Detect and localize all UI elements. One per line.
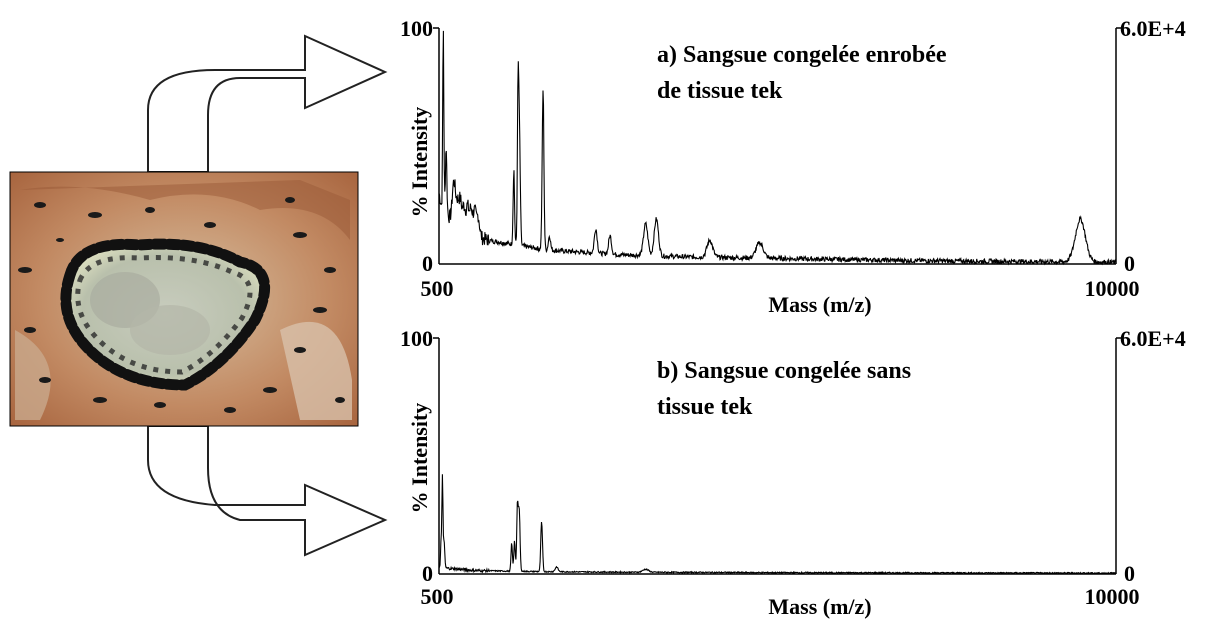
x-axis-label-b: Mass (m/z) — [768, 594, 871, 619]
x-tick-left-a: 500 — [421, 276, 454, 301]
x-axis-label-a: Mass (m/z) — [768, 292, 871, 317]
chart-title-a: a) Sangsue congelée enrobée — [657, 42, 947, 68]
x-tick-left-b: 500 — [421, 584, 454, 609]
spectrum-trace-b — [438, 474, 1117, 575]
right-tick-bottom-a: 0 — [1124, 251, 1135, 276]
arrow-up-to-spectrum-a — [147, 34, 388, 173]
leech-tissue-section-photo — [9, 171, 359, 427]
spectrum-panel-b: 100 0 6.0E+4 0 500 10000 Mass (m/z) % In… — [400, 326, 1186, 619]
y-tick-bottom-a: 0 — [422, 251, 433, 276]
spectrum-panel-a: 100 0 6.0E+4 0 500 10000 Mass (m/z) % In… — [400, 16, 1186, 317]
y-axis-label-b: % Intensity — [407, 403, 432, 514]
spectrum-trace-a — [438, 30, 1117, 266]
y-tick-top-a: 100 — [400, 16, 433, 41]
arrow-down-to-spectrum-b — [147, 425, 388, 557]
chart-title-b: b) Sangsue congelée sans — [657, 358, 911, 384]
right-tick-top-b: 6.0E+4 — [1120, 326, 1186, 351]
y-axis-label-a: % Intensity — [407, 107, 432, 218]
right-tick-top-a: 6.0E+4 — [1120, 16, 1186, 41]
right-tick-bottom-b: 0 — [1124, 561, 1135, 586]
y-tick-top-b: 100 — [400, 326, 433, 351]
x-tick-right-b: 10000 — [1085, 584, 1140, 609]
y-tick-bottom-b: 0 — [422, 561, 433, 586]
chart-subtitle-b: tissue tek — [657, 394, 753, 420]
x-tick-right-a: 10000 — [1085, 276, 1140, 301]
chart-subtitle-a: de tissue tek — [657, 78, 783, 104]
